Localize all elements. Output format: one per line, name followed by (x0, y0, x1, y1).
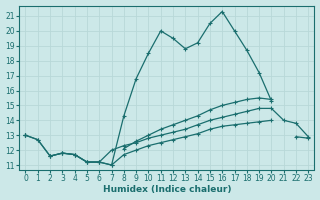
X-axis label: Humidex (Indice chaleur): Humidex (Indice chaleur) (103, 185, 231, 194)
